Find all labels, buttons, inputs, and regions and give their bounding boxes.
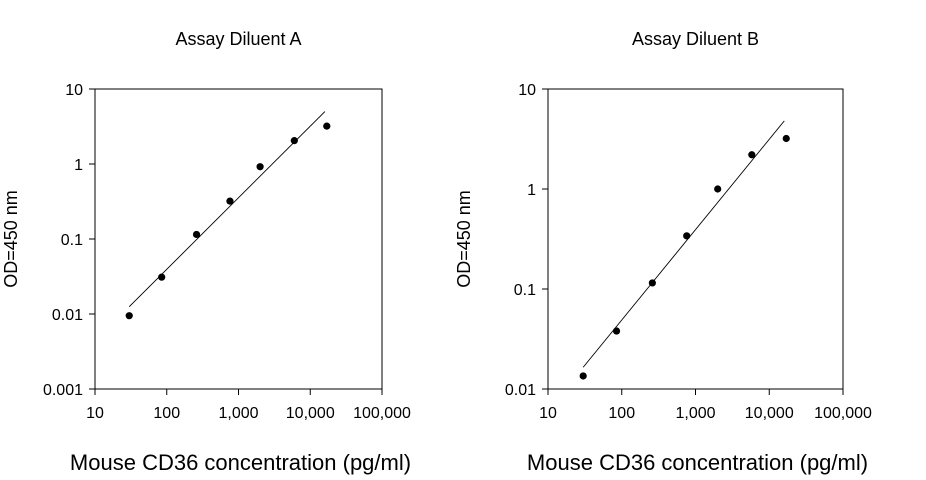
data-point <box>612 327 621 335</box>
y-tick-label: 0.1 <box>61 232 83 249</box>
x-tick-label: 100 <box>153 405 180 422</box>
x-tick-label: 10 <box>86 405 104 422</box>
y-tick-label: 0.1 <box>514 282 536 299</box>
x-tick-label: 1,000 <box>675 405 715 422</box>
chart-title: Assay Diluent B <box>632 29 759 49</box>
x-axis-label: Mouse CD36 concentration (pg/ml) <box>70 450 411 475</box>
data-point <box>714 185 722 193</box>
y-tick-label: 1 <box>74 157 83 174</box>
x-axis-label: Mouse CD36 concentration (pg/ml) <box>527 450 868 475</box>
data-point <box>256 163 264 171</box>
data-point <box>158 273 166 281</box>
plot-area-frame <box>94 88 383 390</box>
data-point <box>323 122 331 130</box>
y-axis-label: OD=450 nm <box>1 190 21 288</box>
chart-panel-2: Assay Diluent B 10 100 1,000 10,000 100,000 0.… <box>454 29 872 475</box>
data-point <box>125 312 133 320</box>
chart-title: Assay Diluent A <box>175 29 301 49</box>
data-point <box>226 197 234 205</box>
data-point <box>782 134 790 143</box>
x-tick-label: 100,000 <box>353 405 411 422</box>
data-point <box>683 232 691 240</box>
fit-line <box>582 120 785 368</box>
y-tick-label: 0.01 <box>52 307 83 324</box>
x-tick-label: 10,000 <box>745 405 794 422</box>
y-tick-label: 1 <box>527 182 536 199</box>
x-tick-label: 10 <box>539 405 557 422</box>
y-tick-label: 10 <box>65 82 83 99</box>
x-tick-label: 100,000 <box>814 405 872 422</box>
plot-area-frame <box>547 88 844 390</box>
data-point <box>192 230 201 239</box>
x-tick-label: 10,000 <box>286 405 335 422</box>
chart-panel-1: Assay Diluent A 10 100 1,000 10,000 100,000 0.… <box>1 29 411 475</box>
y-tick-label: 10 <box>518 82 536 99</box>
x-tick-label: 1,000 <box>218 405 258 422</box>
data-point <box>290 137 298 145</box>
y-tick-label: 0.01 <box>505 382 536 399</box>
data-point <box>579 372 587 380</box>
data-point <box>648 279 656 287</box>
data-point <box>748 151 756 159</box>
y-axis-label: OD=450 nm <box>454 190 474 288</box>
y-tick-label: 0.001 <box>43 382 83 399</box>
x-tick-label: 100 <box>608 405 635 422</box>
